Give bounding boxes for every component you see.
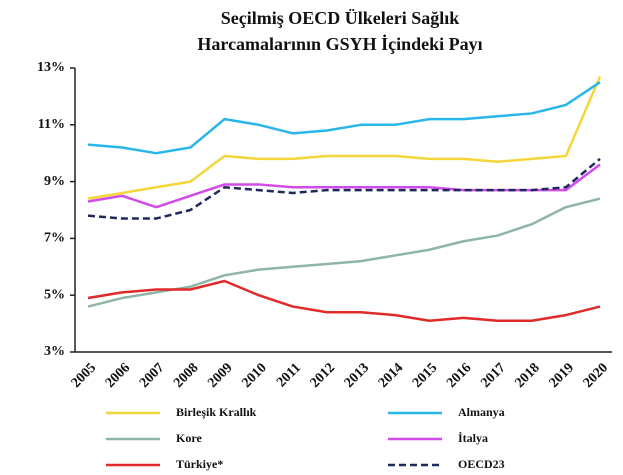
y-tick-label: 9% [44, 174, 65, 189]
x-tick-label: 2008 [171, 360, 201, 390]
x-tick-label: 2016 [444, 360, 474, 390]
x-tick-label: 2018 [512, 360, 542, 390]
x-tick-label: 2011 [274, 360, 304, 390]
series-line [87, 157, 601, 220]
legend-label: Kore [176, 431, 202, 445]
y-tick-label: 5% [44, 287, 65, 302]
x-tick-label: 2015 [410, 360, 440, 390]
series-line [87, 76, 602, 200]
y-tick-label: 13% [37, 60, 65, 75]
legend-label: Almanya [458, 405, 505, 419]
x-tick-label: 2009 [205, 360, 235, 390]
x-tick-label: 2007 [137, 360, 167, 390]
y-tick-label: 11% [38, 117, 65, 132]
x-tick-label: 2005 [69, 360, 99, 390]
x-tick-label: 2006 [103, 360, 133, 390]
x-tick-label: 2020 [581, 360, 611, 390]
x-tick-label: 2019 [547, 360, 577, 390]
legend-label: İtalya [458, 431, 488, 445]
legend-label: Birleşik Krallık [176, 405, 257, 419]
x-tick-label: 2014 [376, 360, 406, 390]
legend-label: Türkiye* [176, 457, 223, 471]
x-tick-label: 2017 [478, 360, 508, 390]
y-tick-label: 7% [44, 231, 65, 246]
x-tick-label: 2013 [342, 360, 372, 390]
x-tick-label: 2012 [308, 360, 338, 390]
y-tick-label: 3% [44, 344, 65, 359]
chart-title: Seçilmiş OECD Ülkeleri Sağlık [221, 8, 460, 28]
series-line [87, 279, 601, 323]
chart-title: Harcamalarının GSYH İçindeki Payı [197, 34, 482, 54]
x-tick-label: 2010 [239, 360, 269, 390]
legend-label: OECD23 [458, 457, 505, 471]
series-line [87, 81, 601, 155]
